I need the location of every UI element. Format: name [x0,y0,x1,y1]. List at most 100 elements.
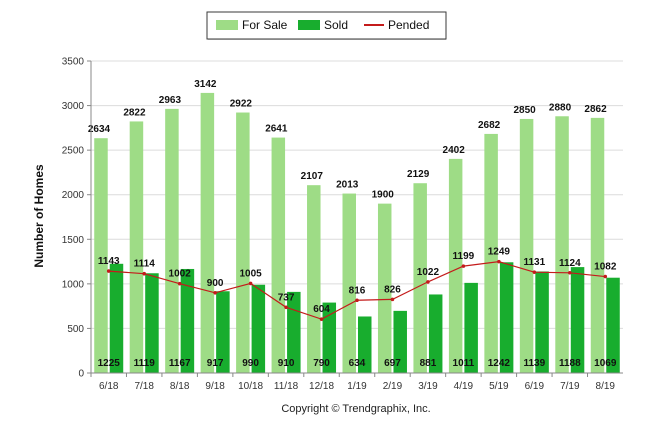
sold-bar [570,267,585,373]
pended-value-label: 737 [278,292,295,303]
y-tick-label: 500 [67,324,84,335]
legend-label-sold: Sold [324,18,348,32]
sold-value-label: 1139 [523,358,545,369]
y-tick-label: 1500 [62,235,85,246]
for-sale-bar [129,121,144,373]
pended-value-label: 900 [207,278,224,289]
pended-value-label: 1143 [98,256,120,267]
pended-value-label: 1124 [559,258,581,269]
x-tick-label: 7/19 [560,381,580,392]
x-tick-label: 10/18 [238,381,263,392]
pended-point [213,290,217,295]
pended-point [319,317,324,321]
y-axis-title: Number of Homes [32,164,46,268]
for-sale-value-label: 1900 [372,190,395,201]
for-sale-value-label: 3142 [194,79,217,90]
pended-point [390,297,395,302]
for-sale-bar [307,185,321,373]
sold-value-label: 1225 [98,358,121,369]
y-tick-label: 2500 [62,146,85,157]
for-sale-value-label: 2634 [88,124,111,135]
y-tick-label: 3000 [62,101,85,112]
pended-value-label: 1131 [523,257,545,268]
x-tick-label: 9/18 [205,381,225,392]
x-tick-label: 6/18 [99,381,119,392]
for-sale-value-label: 2682 [478,120,501,131]
pended-value-label: 1199 [453,251,475,262]
for-sale-bar [555,116,569,374]
pended-line [106,259,608,321]
pended-point [142,271,146,276]
sold-bar [287,291,301,373]
sold-bar [109,263,124,373]
x-tick-label: 8/18 [170,381,190,392]
bars [94,92,620,374]
pended-value-label: 1022 [417,267,440,278]
pended-value-label: 816 [349,285,366,296]
for-sale-value-label: 2963 [159,95,182,106]
pended-point [497,259,501,264]
pended-point [106,269,111,273]
x-tick-label: 11/18 [274,381,299,392]
x-tick-label: 6/19 [525,381,545,392]
x-tick-label: 2/19 [383,381,403,392]
pended-point [177,281,182,286]
pended-value-label: 604 [313,304,330,315]
for-sale-bar [484,133,498,373]
x-tick-label: 5/19 [489,381,509,392]
pended-value-label: 826 [384,284,401,295]
pended-value-label: 1082 [594,262,617,273]
for-sale-bar [590,117,605,374]
for-sale-value-label: 2402 [443,145,466,156]
sold-value-label: 1242 [488,358,511,369]
y-tick-label: 0 [78,369,84,380]
sold-bar [464,282,478,373]
for-sale-value-label: 2850 [513,105,536,116]
x-tick-label: 1/19 [347,381,367,392]
x-tick-label: 3/19 [418,381,438,392]
legend-label-pended: Pended [388,18,429,32]
sold-bar [358,316,372,373]
y-tick-label: 1000 [62,279,85,290]
for-sale-value-label: 2641 [265,124,288,135]
sold-bar [180,268,195,373]
for-sale-value-label: 2862 [584,104,607,115]
copyright-text: Copyright © Trendgraphix, Inc. [281,403,430,415]
sold-bar [251,284,266,373]
pended-point [248,281,253,286]
pended-point [568,271,572,275]
pended-value-label: 1002 [169,269,192,280]
x-tick-label: 7/18 [134,381,154,392]
legend-swatch-sold [298,20,320,30]
for-sale-bar [200,92,215,373]
sold-value-label: 1188 [559,358,581,369]
sold-value-label: 990 [242,358,259,369]
pended-value-label: 1005 [239,268,262,279]
sold-value-label: 697 [384,358,401,369]
for-sale-value-label: 2822 [123,107,146,118]
for-sale-bar [271,137,286,373]
sold-bar [322,302,337,373]
x-tick-label: 4/19 [454,381,474,392]
pended-point [426,280,430,284]
sold-bar [428,294,443,373]
pended-point [284,305,288,310]
for-sale-value-label: 2922 [230,99,253,110]
for-sale-value-label: 2880 [549,102,572,113]
legend-label-for-sale: For Sale [242,18,288,32]
sold-bar [606,277,620,373]
sold-value-label: 917 [207,358,224,369]
for-sale-bar [413,183,427,373]
pended-point [603,274,608,279]
for-sale-bar [342,193,356,373]
for-sale-bar [236,112,250,374]
data-labels: 2634 1225 2822 1119 2963 1167 3142 917 2922 990 26… [88,79,617,369]
pended-point [355,298,359,303]
sold-value-label: 910 [278,358,295,369]
pended-point [532,270,537,274]
x-tick-label: 8/19 [596,381,616,392]
sold-value-label: 790 [313,358,330,369]
sold-value-label: 1069 [594,358,617,369]
sold-value-label: 1011 [453,358,475,369]
legend-box [206,11,447,40]
